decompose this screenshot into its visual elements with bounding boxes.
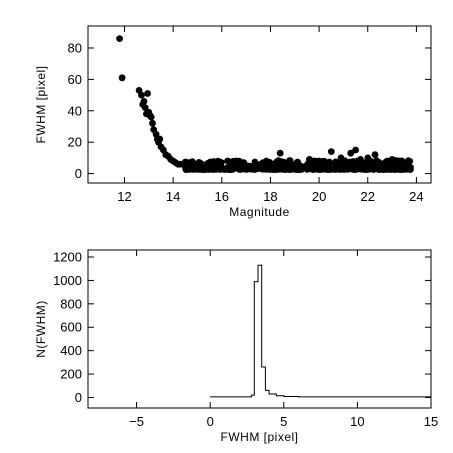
data-point: [201, 163, 209, 171]
data-point: [156, 135, 164, 143]
histogram-step-line: [210, 264, 431, 398]
y-tick-label: 1200: [53, 250, 82, 265]
data-point: [116, 35, 123, 42]
data-point: [224, 157, 231, 165]
data-point: [293, 159, 301, 167]
x-tick-label: 16: [215, 189, 229, 204]
data-point: [262, 165, 269, 172]
data-point: [257, 160, 265, 168]
data-point: [186, 162, 194, 170]
data-point: [342, 166, 349, 173]
data-point: [250, 164, 258, 172]
data-point: [354, 165, 362, 173]
y-tick-label: 20: [68, 135, 82, 150]
data-point: [138, 91, 145, 99]
y-axis-label: N(FWHM): [34, 300, 48, 357]
data-point: [306, 156, 313, 163]
data-point: [277, 166, 284, 173]
data-point: [405, 163, 413, 171]
data-point: [315, 157, 323, 165]
data-point: [240, 159, 248, 166]
data-point: [372, 162, 379, 169]
x-tick-label: 10: [350, 414, 364, 429]
x-tick-label: 15: [424, 414, 438, 429]
x-tick-label: 5: [280, 414, 287, 429]
data-point: [144, 90, 152, 97]
plot-frame: [87, 249, 432, 409]
data-point: [400, 160, 408, 168]
plot-frame: [87, 25, 432, 184]
data-point: [140, 98, 148, 105]
data-point: [327, 148, 335, 156]
data-point: [262, 160, 269, 167]
data-point: [321, 158, 328, 165]
y-tick-label: 0: [75, 390, 82, 405]
data-point: [214, 157, 221, 165]
data-point: [206, 159, 214, 167]
data-point: [364, 154, 372, 162]
data-point: [181, 162, 189, 170]
x-tick-label: 18: [263, 189, 277, 204]
x-axis-label: FWHM [pixel]: [221, 430, 299, 444]
y-tick-label: 200: [60, 367, 82, 382]
data-point: [217, 163, 225, 170]
x-tick-label: 14: [166, 189, 180, 204]
y-tick-label: 400: [60, 343, 82, 358]
data-point: [371, 151, 379, 159]
data-point: [380, 166, 388, 173]
x-tick-label: 12: [117, 189, 131, 204]
y-tick-label: 1000: [53, 273, 82, 288]
y-axis-label: FWHM [pixel]: [34, 66, 48, 144]
data-point: [366, 166, 373, 173]
x-tick-label: 22: [361, 189, 375, 204]
y-tick-label: 40: [68, 103, 82, 118]
data-point: [294, 166, 301, 173]
data-point: [347, 149, 355, 157]
scatter-panel: 12 14 16 18 20 22 24 0 20 40 60 80 Magnitude FWHM [pi…: [34, 25, 432, 219]
data-point: [388, 156, 396, 163]
data-point: [141, 104, 149, 111]
data-point: [118, 74, 126, 82]
data-point: [194, 163, 201, 170]
data-point: [147, 113, 155, 121]
x-tick-label: 20: [312, 189, 326, 204]
y-tick-label: 600: [60, 320, 82, 335]
data-point: [337, 154, 345, 162]
x-tick-label: −5: [129, 414, 144, 429]
y-tick-label: 0: [75, 166, 82, 181]
y-tick-label: 80: [68, 40, 82, 55]
data-point: [281, 162, 289, 170]
data-point: [353, 160, 360, 167]
histogram-panel: −5 0 5 10 15 0 200 400 600 800 1000 1200 FWHM [pixel…: [34, 249, 438, 444]
data-point: [211, 165, 218, 172]
x-tick-label: 0: [207, 414, 214, 429]
y-tick-label: 800: [60, 296, 82, 311]
x-axis-label: Magnitude: [229, 205, 290, 219]
data-point: [362, 160, 369, 168]
data-point: [287, 164, 294, 172]
data-point: [315, 166, 322, 173]
data-point: [271, 165, 278, 172]
data-point: [361, 166, 369, 173]
data-point: [357, 156, 364, 163]
data-point: [276, 149, 284, 157]
data-point: [352, 146, 359, 154]
y-tick-label: 60: [68, 72, 82, 87]
data-point: [222, 166, 230, 173]
x-tick-label: 24: [409, 189, 423, 204]
data-point: [233, 157, 240, 165]
data-point: [329, 163, 336, 170]
data-point: [149, 119, 156, 127]
